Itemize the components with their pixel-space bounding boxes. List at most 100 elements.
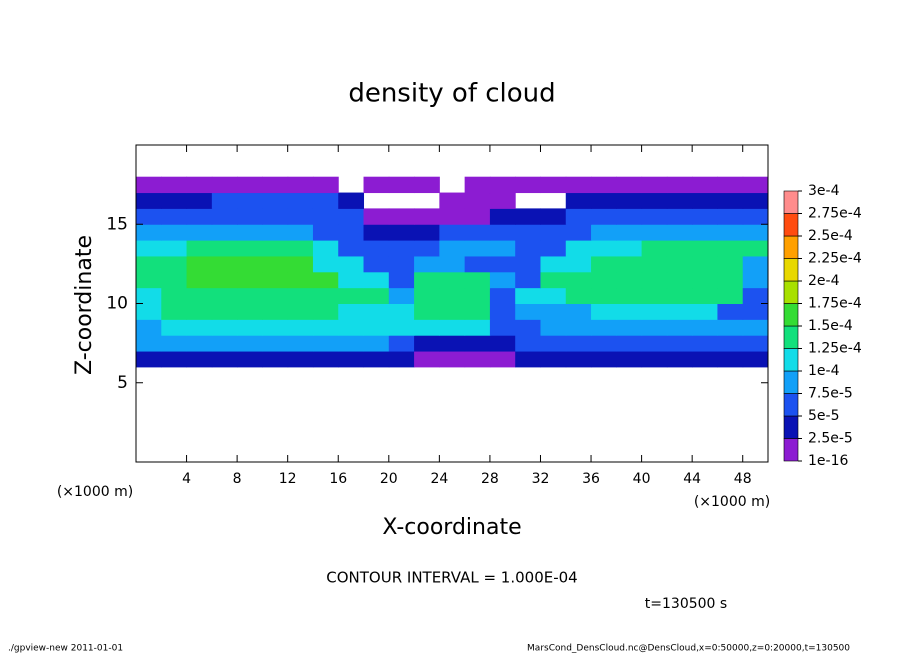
colorbar-label: 7.5e-5	[808, 386, 853, 402]
colorbar-band	[783, 325, 799, 349]
cell	[312, 240, 339, 257]
cell	[616, 255, 643, 273]
cell	[287, 224, 314, 241]
cell	[439, 319, 466, 336]
cell	[464, 224, 491, 241]
time-label: t=130500 s	[645, 596, 727, 612]
cell	[388, 319, 415, 336]
cell	[641, 224, 668, 241]
cell	[540, 224, 567, 241]
cell	[161, 176, 188, 194]
cell	[388, 255, 415, 273]
cell	[312, 303, 339, 320]
cell	[641, 335, 668, 352]
cell	[287, 240, 314, 257]
cell	[489, 192, 516, 209]
cell	[414, 224, 440, 241]
cell	[666, 319, 693, 336]
cell	[262, 351, 289, 368]
cell	[414, 240, 440, 257]
cell	[616, 351, 643, 368]
cell	[591, 255, 617, 273]
cell	[717, 319, 744, 336]
cell	[591, 176, 617, 194]
cell	[312, 351, 339, 368]
cell	[439, 303, 466, 320]
cell	[641, 192, 668, 209]
cell	[464, 351, 491, 368]
cell	[414, 176, 440, 194]
cell	[237, 176, 263, 194]
chart-title: density of cloud	[348, 79, 555, 109]
x-tick-label: 16	[329, 471, 347, 487]
cell	[692, 224, 718, 241]
cell	[161, 303, 188, 320]
cell	[439, 287, 466, 304]
cell	[211, 192, 238, 209]
contour-note: CONTOUR INTERVAL = 1.000E-04	[326, 569, 577, 587]
colorbar-label: 2.5e-5	[808, 431, 853, 447]
footer-right: MarsCond_DensCloud.nc@DensCloud,x=0:5000…	[527, 644, 850, 654]
cell	[211, 208, 238, 225]
cell	[515, 351, 541, 368]
cell	[388, 240, 415, 257]
cell	[717, 287, 744, 304]
cell	[414, 351, 440, 368]
cell	[388, 335, 415, 352]
colorbar-label: 1.75e-4	[808, 296, 862, 312]
cell	[717, 303, 744, 320]
cell	[287, 319, 314, 336]
cell	[641, 319, 668, 336]
cell	[287, 192, 314, 209]
cell	[262, 208, 289, 225]
cell	[717, 335, 744, 352]
cell	[338, 335, 365, 352]
cell	[742, 287, 769, 304]
cell	[717, 176, 744, 194]
cell	[515, 335, 541, 352]
cell	[237, 255, 263, 273]
cell	[414, 335, 440, 352]
y-tick-label: 5	[117, 373, 128, 393]
cell	[186, 176, 213, 194]
x-tick-label: 48	[734, 471, 752, 487]
cell	[565, 303, 592, 320]
cell	[186, 224, 213, 241]
cell	[591, 240, 617, 257]
cell	[489, 224, 516, 241]
cell	[211, 255, 238, 273]
cell	[338, 303, 365, 320]
cell	[515, 208, 541, 225]
x-tick-label: 4	[182, 471, 191, 487]
cell	[388, 224, 415, 241]
cell	[363, 287, 390, 304]
cell	[414, 319, 440, 336]
cell	[540, 303, 567, 320]
cell	[641, 255, 668, 273]
cell	[136, 255, 162, 273]
cell	[540, 271, 567, 289]
cell	[616, 240, 643, 257]
cell	[692, 192, 718, 209]
cell	[666, 303, 693, 320]
cell	[717, 255, 744, 273]
cell	[489, 351, 516, 368]
cell	[161, 271, 188, 289]
cell	[287, 303, 314, 320]
cell	[211, 287, 238, 304]
cell	[591, 224, 617, 241]
cell	[136, 224, 162, 241]
cell	[717, 192, 744, 209]
cell	[489, 208, 516, 225]
cell	[489, 255, 516, 273]
cell	[717, 224, 744, 241]
cell	[692, 255, 718, 273]
cell	[641, 176, 668, 194]
cell	[616, 176, 643, 194]
cell	[464, 208, 491, 225]
colorbar-label: 3e-4	[808, 183, 840, 199]
x-tick-label: 40	[633, 471, 651, 487]
colorbar-label: 2.5e-4	[808, 228, 853, 244]
cell	[312, 271, 339, 289]
cell	[489, 176, 516, 194]
